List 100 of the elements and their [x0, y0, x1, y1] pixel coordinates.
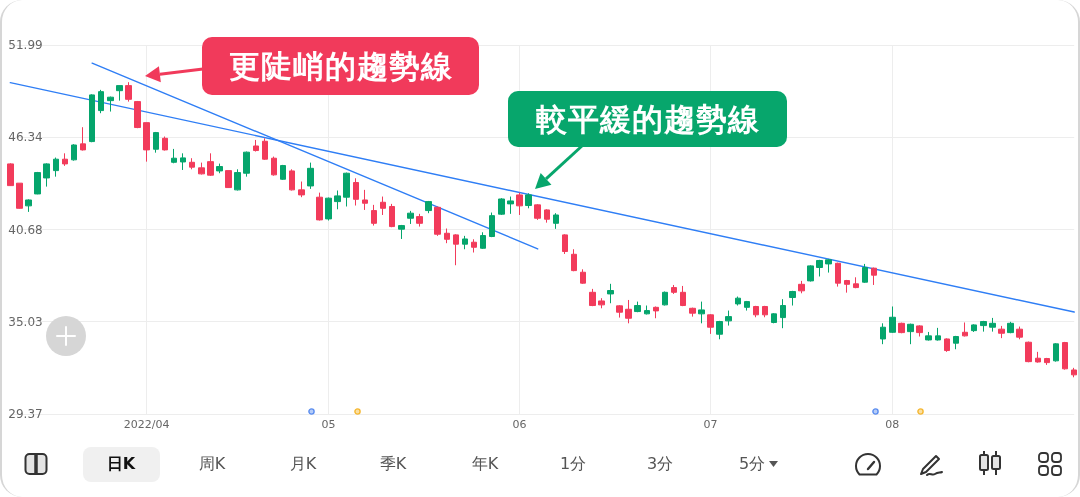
candlestick: [380, 196, 386, 216]
candlestick: [444, 228, 450, 244]
candlestick: [125, 81, 132, 103]
candlestick: [753, 305, 759, 318]
candlestick: [780, 298, 786, 329]
candlestick: [598, 297, 605, 309]
y-tick-label: 35.03: [8, 314, 43, 329]
candlestick: [453, 233, 459, 266]
candlestick: [1071, 367, 1077, 378]
candlestick: [835, 262, 841, 288]
candlestick: [1053, 342, 1059, 363]
candlestick: [489, 212, 495, 238]
candlestick: [898, 322, 905, 334]
candlestick: [334, 190, 341, 210]
candlestick: [307, 162, 314, 190]
candlestick: [143, 122, 150, 163]
candlestick: [725, 310, 732, 327]
candlestick: [762, 305, 768, 318]
candlestick: [234, 168, 241, 192]
candlestick: [398, 224, 405, 240]
candlestick: [162, 136, 168, 152]
candlestick: [225, 170, 232, 189]
candlestick: [34, 171, 41, 195]
candlestick: [480, 231, 486, 250]
candlestick: [298, 181, 305, 198]
text: 周K: [198, 454, 226, 473]
x-tick-label: 07: [703, 418, 718, 431]
candlestick: [716, 320, 723, 340]
candlestick: [134, 100, 141, 129]
candlestick: [153, 131, 159, 154]
candlestick: [935, 327, 941, 342]
candlestick: [616, 304, 623, 319]
candlestick: [735, 296, 741, 307]
candlestick: [180, 152, 186, 171]
candlestick: [471, 238, 477, 253]
candlestick: [625, 299, 632, 324]
candlestick: [362, 189, 368, 211]
candlestick: [416, 213, 423, 228]
candlestick: [671, 284, 677, 295]
candlestick: [189, 157, 195, 170]
x-tick-label: 06: [512, 418, 527, 431]
candlestick: [653, 306, 659, 319]
candlestick: [343, 172, 350, 207]
text: 年K: [471, 454, 499, 473]
candlestick: [107, 96, 114, 113]
candlestick: [371, 204, 377, 227]
candlestick: [198, 162, 205, 176]
candlestick: [1007, 321, 1014, 334]
candlestick: [80, 126, 86, 152]
candlestick: [944, 337, 950, 353]
candlestick: [1025, 341, 1032, 363]
candlestick: [689, 307, 696, 318]
candlestick: [316, 192, 323, 222]
candlestick: [980, 320, 987, 333]
candlestick: [789, 290, 796, 307]
candlestick: [498, 197, 505, 216]
candlestick: [634, 301, 641, 313]
candlestick: [953, 335, 959, 350]
candlestick: [216, 163, 223, 174]
candlestick: [89, 93, 95, 143]
callout-box: 更陡峭的趨勢線: [202, 37, 479, 95]
x-tick-label: 2022/04: [123, 418, 170, 431]
candlestick: [1062, 341, 1068, 371]
candlestick: [998, 325, 1005, 339]
text: 月K: [289, 454, 317, 473]
candlestick: [534, 203, 541, 221]
annotation: 更陡峭的趨勢線: [228, 47, 453, 84]
y-tick-label: 51.99: [8, 38, 43, 52]
candlestick: [544, 208, 550, 224]
candlestick: [434, 206, 441, 237]
candlestick: [589, 288, 596, 307]
candlestick: [853, 276, 859, 289]
candlestick: [707, 313, 714, 335]
y-tick-label: 29.37: [8, 407, 43, 421]
candlestick: [353, 177, 359, 207]
candlestick: [262, 137, 268, 161]
candlestick: [71, 143, 77, 162]
candlestick: [425, 200, 432, 214]
candlestick: [507, 196, 514, 215]
y-tick-label: 46.34: [8, 130, 43, 145]
candlestick: [807, 264, 814, 283]
candlestick: [562, 233, 568, 255]
text: 日K: [106, 454, 136, 473]
text: 5分: [738, 454, 766, 473]
candlestick: [207, 152, 214, 177]
candlestick: [889, 306, 896, 334]
candlestick: [462, 235, 468, 250]
candlestick: [325, 197, 332, 222]
candlestick: [916, 324, 923, 338]
candlestick: [243, 151, 250, 178]
text: 1分: [559, 454, 587, 473]
candlestick: [1044, 357, 1050, 366]
x-tick-label: 05: [321, 418, 336, 431]
candlestick: [825, 258, 832, 274]
y-tick-label: 40.68: [8, 222, 43, 237]
candlestick: [7, 162, 14, 187]
candlestick: [253, 139, 259, 153]
candlestick: [925, 331, 932, 342]
candlestick: [62, 152, 68, 167]
annotation: 較平緩的趨勢線: [535, 100, 760, 137]
